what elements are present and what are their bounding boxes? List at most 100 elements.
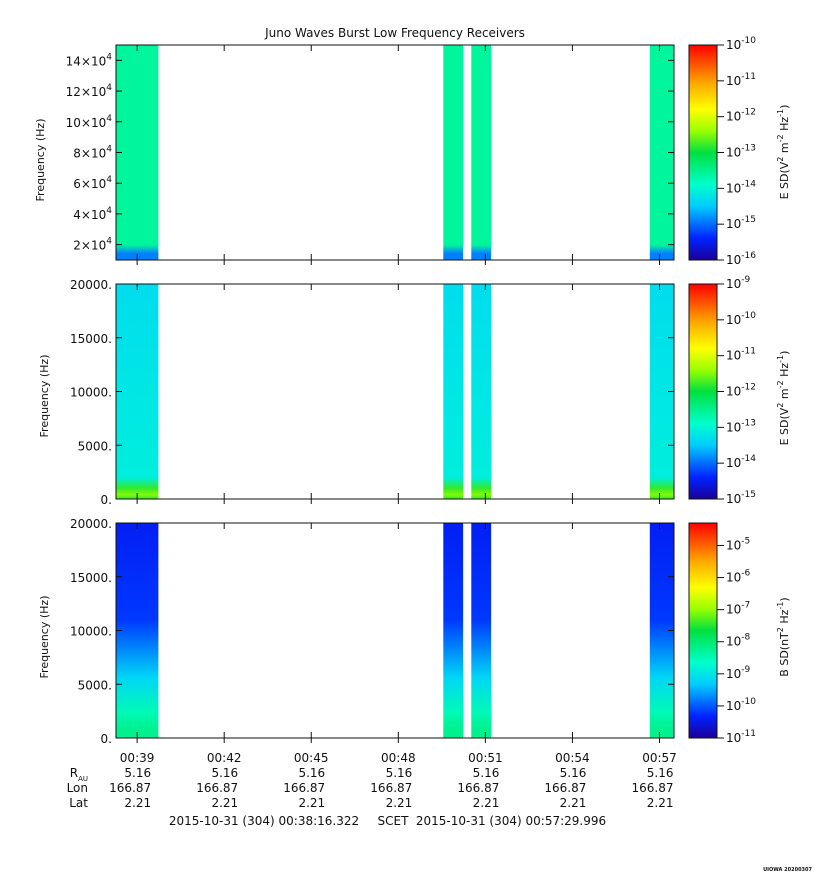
panel-1-colorbar-ticks: 10-16 10-15 10-14 10-13 10-12 10-11 10-10: [717, 36, 756, 267]
ephemeris-row-label: RAU: [70, 766, 88, 783]
panel-1-colorbar-tick-label: 10-16: [726, 251, 756, 267]
panel-2-ytick-label: 15000.: [70, 332, 112, 346]
panel-2-ytick-label: 10000.: [70, 386, 112, 400]
panel-1-ytick-label: 2×104: [73, 237, 112, 253]
panel-2-colorbar-tick-label: 10-11: [726, 347, 756, 363]
x-tick-label: 00:54: [555, 751, 590, 765]
x-tick-label: 00:45: [294, 751, 329, 765]
ephemeris-lat-value: 2.21: [298, 796, 325, 810]
ephemeris-lon-value: 166.87: [544, 781, 586, 795]
panel-2-bursts: [115, 284, 674, 499]
ephemeris-lon-value: 166.87: [457, 781, 499, 795]
x-tick-label: 00:42: [207, 751, 242, 765]
panel-3-bursts: [115, 523, 674, 738]
panel-2-colorbar: [688, 283, 718, 500]
ephemeris-r-value: 5.16: [298, 766, 325, 780]
panel-1-colorbar-tick-label: 10-15: [726, 215, 756, 231]
x-tick-label: 00:51: [468, 751, 503, 765]
panel-1-colorbar-tick-label: 10-14: [726, 179, 756, 195]
ephemeris-lon-value: 166.87: [370, 781, 412, 795]
panel-1-colorbar: [688, 44, 718, 261]
panel-3-colorbar-tick-label: 10-9: [726, 665, 751, 681]
panel-1-x-ticks: [136, 45, 660, 265]
panel-3-colorbar-tick-label: 10-6: [726, 569, 751, 585]
panel-3-ytick-label: 10000.: [70, 625, 112, 639]
panel-2-colorbar-tick-label: 10-15: [726, 490, 756, 506]
panel-1-ytick-label: 14×104: [66, 52, 113, 68]
footer-scet-label: SCET: [378, 814, 410, 828]
panel-2-ylabel: Frequency (Hz): [38, 355, 51, 438]
panel-2-colorbar-ticks: 10-15 10-14 10-13 10-12 10-11 10-10 10-9: [717, 275, 756, 506]
panel-1: 2×104 4×104 6×104 8×104 10×104 12×104 14×104 F…: [34, 36, 791, 267]
version-stamp: UIOWA 20200307: [763, 867, 812, 873]
footer-start-time: 2015-10-31 (304) 00:38:16.322: [169, 814, 359, 828]
panel-2-burst-3: [471, 284, 492, 499]
panel-2-y-ticks: 0. 5000. 10000. 15000. 20000.: [70, 278, 674, 507]
panel-1-bursts: [115, 45, 674, 260]
panel-3-colorbar-tick-label: 10-5: [726, 537, 750, 553]
x-tick-label: 00:39: [120, 751, 155, 765]
panel-1-ytick-label: 4×104: [73, 206, 112, 222]
panel-1-ytick-label: 12×104: [66, 83, 113, 99]
panel-3-burst-2: [443, 523, 464, 738]
panel-3-ytick-label: 15000.: [70, 571, 112, 585]
ephemeris-row-label: Lon: [67, 781, 88, 795]
panel-3-ytick-label: 20000.: [70, 517, 112, 531]
ephemeris-lat-value: 2.21: [386, 796, 413, 810]
panel-1-burst-2: [443, 45, 464, 260]
ephemeris-lat-value: 2.21: [647, 796, 674, 810]
ephemeris-r-value: 5.16: [386, 766, 413, 780]
panel-3-frame: [115, 522, 675, 739]
panel-2-ytick-label: 20000.: [70, 278, 112, 292]
ephemeris-table: 5.16166.872.215.16166.872.215.16166.872.…: [67, 766, 674, 810]
ephemeris-lat-value: 2.21: [560, 796, 587, 810]
panel-2-x-ticks: [136, 284, 660, 504]
x-tick-label: 00:48: [381, 751, 416, 765]
panel-2-ytick-label: 0.: [101, 493, 112, 507]
ephemeris-lon-value: 166.87: [632, 781, 674, 795]
ephemeris-r-value: 5.16: [124, 766, 151, 780]
panel-3-colorbar-tick-label: 10-7: [726, 601, 750, 617]
panel-1-colorbar-tick-label: 10-10: [726, 36, 756, 52]
ephemeris-r-value: 5.16: [211, 766, 238, 780]
panel-2-colorbar-tick-label: 10-10: [726, 311, 756, 327]
panel-1-colorbar-tick-label: 10-13: [726, 144, 756, 160]
panel-3-colorbar: [688, 522, 718, 739]
panel-2: 0. 5000. 10000. 15000. 20000. Frequency (Hz)…: [38, 275, 791, 507]
ephemeris-lon-value: 166.87: [109, 781, 151, 795]
ephemeris-r-value: 5.16: [473, 766, 500, 780]
panel-1-burst-3: [471, 45, 492, 260]
panel-2-ytick-label: 5000.: [78, 439, 112, 453]
panel-1-ylabel: Frequency (Hz): [34, 119, 47, 202]
panel-3: 0. 5000. 10000. 15000. 20000. Frequency (Hz)…: [38, 517, 791, 746]
panel-1-frame: [115, 44, 675, 261]
panel-2-burst-1: [115, 284, 159, 499]
panel-3-colorbar-ticks: 10-11 10-10 10-9 10-8 10-7 10-6 10-5: [717, 537, 756, 745]
panel-3-x-ticks: [136, 523, 660, 743]
panel-3-colorbar-tick-label: 10-10: [726, 697, 756, 713]
panel-1-colorbar-label: E SD(V2 m-2 Hz-1): [776, 105, 791, 200]
panel-3-burst-1: [115, 523, 159, 738]
panel-2-colorbar-tick-label: 10-12: [726, 383, 756, 399]
ephemeris-lon-value: 166.87: [283, 781, 325, 795]
panel-1-ytick-label: 8×104: [73, 145, 112, 161]
ephemeris-lon-value: 166.87: [196, 781, 238, 795]
panel-1-ytick-label: 6×104: [73, 175, 112, 191]
panel-2-burst-2: [443, 284, 464, 499]
panel-2-colorbar-label: E SD(V2 m-2 Hz-1): [776, 351, 791, 446]
panel-1-ytick-label: 10×104: [66, 114, 113, 130]
panel-3-ylabel: Frequency (Hz): [38, 596, 51, 679]
ephemeris-r-value: 5.16: [560, 766, 587, 780]
panel-1-y-ticks: 2×104 4×104 6×104 8×104 10×104 12×104 14×104: [66, 52, 674, 253]
panel-1-burst-1: [115, 45, 159, 260]
ephemeris-r-value: 5.16: [647, 766, 674, 780]
panel-3-colorbar-tick-label: 10-11: [726, 729, 756, 745]
panel-3-burst-3: [471, 523, 492, 738]
panel-3-colorbar-label: B SD(nT2 Hz-1): [776, 597, 791, 676]
panel-2-colorbar-tick-label: 10-13: [726, 418, 756, 434]
chart-title: Juno Waves Burst Low Frequency Receivers: [264, 26, 525, 40]
ephemeris-lat-value: 2.21: [124, 796, 151, 810]
panel-2-colorbar-tick-label: 10-9: [726, 275, 751, 291]
x-axis-tick-labels: 00:39 00:42 00:45 00:48 00:51 00:54 00:57: [120, 751, 677, 765]
panel-3-ytick-label: 5000.: [78, 678, 112, 692]
